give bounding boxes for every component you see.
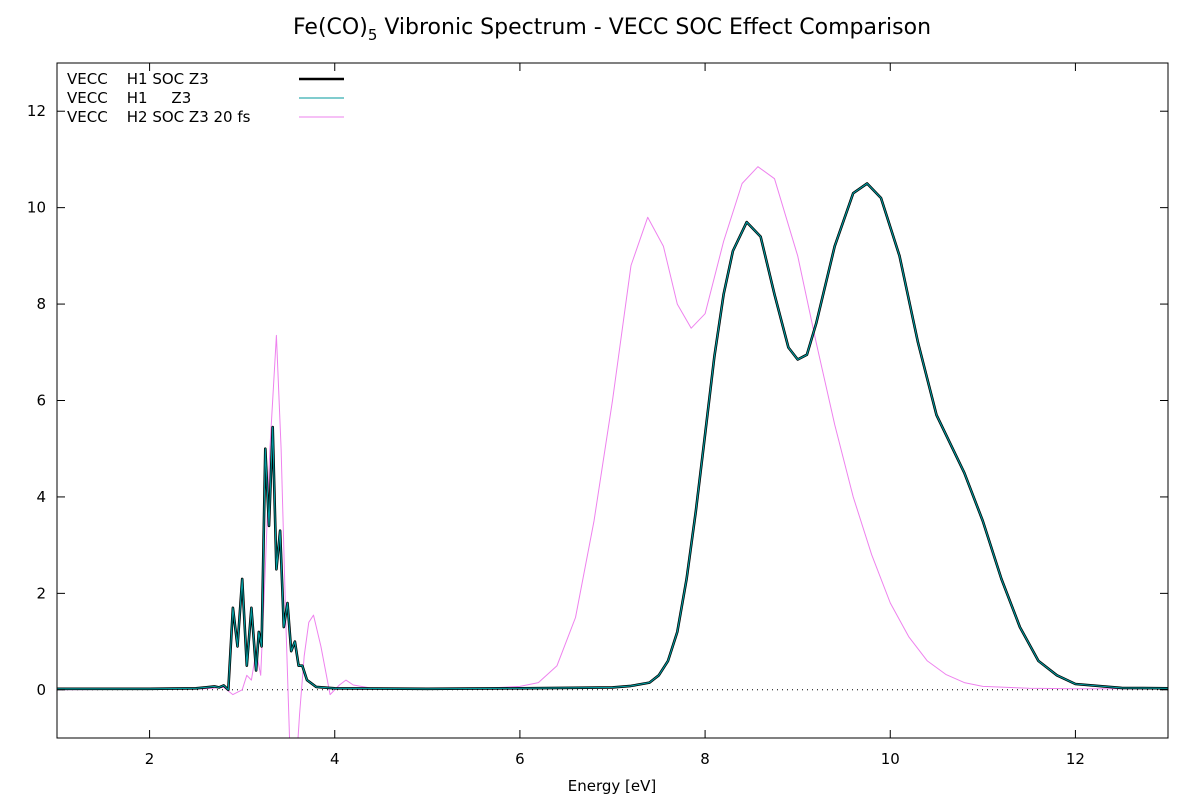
- series-line-3: [57, 166, 1168, 738]
- x-tick-label-1: 4: [330, 750, 340, 768]
- legend-label-1: VECC H1 SOC Z3: [67, 70, 209, 88]
- y-tick-label-6: 12: [27, 102, 46, 120]
- y-tick-label-0: 0: [36, 681, 46, 699]
- y-tick-label-1: 2: [36, 584, 46, 602]
- chart-title-main: Fe(CO): [293, 15, 368, 40]
- x-axis-label: Energy [eV]: [568, 777, 656, 795]
- legend-label-3: VECC H2 SOC Z3 20 fs: [67, 108, 251, 126]
- y-tick-label-3: 6: [36, 392, 46, 410]
- chart-title-rest: Vibronic Spectrum - VECC SOC Effect Comp…: [377, 15, 931, 40]
- x-tick-label-2: 6: [515, 750, 525, 768]
- x-tick-label-5: 12: [1066, 750, 1085, 768]
- x-tick-label-3: 8: [700, 750, 710, 768]
- y-tick-label-4: 8: [36, 295, 46, 313]
- chart-title: Fe(CO)5 Vibronic Spectrum - VECC SOC Eff…: [293, 15, 931, 44]
- x-tick-label-0: 2: [145, 750, 155, 768]
- series-line-2: [57, 182, 1168, 691]
- y-tick-label-5: 10: [27, 199, 46, 217]
- legend-label-2: VECC H1 Z3: [67, 89, 191, 107]
- series-line-1: [57, 182, 1168, 692]
- chart-title-subscript: 5: [368, 26, 378, 44]
- x-tick-label-4: 10: [881, 750, 900, 768]
- y-tick-label-2: 4: [36, 488, 46, 506]
